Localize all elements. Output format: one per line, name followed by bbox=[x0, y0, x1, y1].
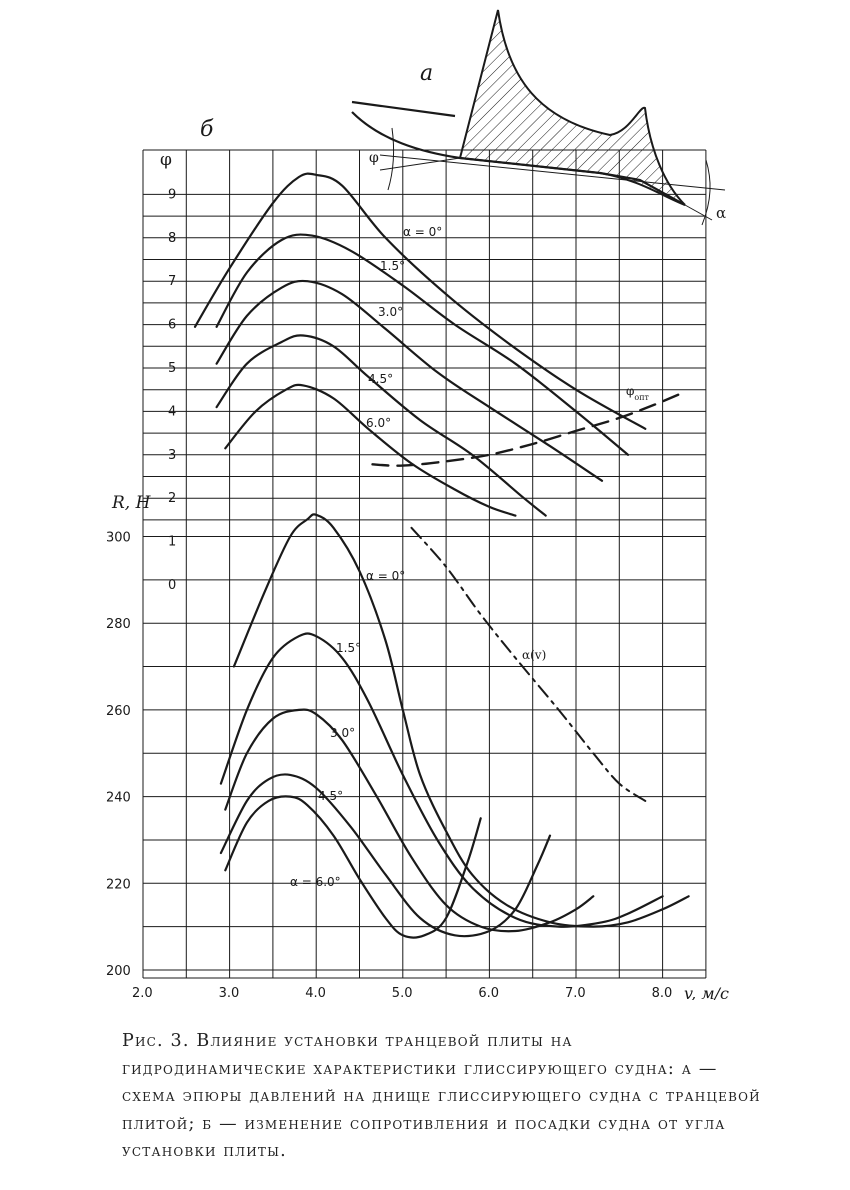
plate-angle-line bbox=[684, 204, 713, 221]
trim-series-label: 4.5° bbox=[368, 372, 393, 386]
r-tick-label: 280 bbox=[106, 617, 131, 632]
figure-caption: Рис. 3. Влияние установки транцевой плит… bbox=[122, 1031, 761, 1161]
r-tick-label: 240 bbox=[106, 791, 131, 806]
figure: 0 1 2 3 4 5 6 7 8 9 200 220 240 260 280 300 2.0 3.0 4.0 5.0… bbox=[106, 9, 729, 1000]
v-tick-label: 7.0 bbox=[565, 986, 586, 1000]
phi-tick-label: 2 bbox=[168, 491, 176, 506]
phi-tick-label: 0 bbox=[168, 578, 176, 593]
resistance-series-0 bbox=[232, 513, 690, 928]
phi-tick-label: 4 bbox=[168, 404, 176, 419]
resistance-series-5 bbox=[410, 526, 647, 802]
phi-tick-label: 8 bbox=[168, 231, 176, 246]
trim-angle-arc bbox=[387, 127, 395, 191]
plate-line bbox=[351, 100, 456, 118]
chart-curves bbox=[193, 172, 690, 939]
resistance-series-2 bbox=[224, 708, 595, 933]
trim-series-label: α = 0° bbox=[403, 225, 442, 239]
phi-opt-symbol: φ bbox=[626, 384, 634, 398]
r-tick-label: 200 bbox=[106, 964, 131, 979]
plate-angle-arc bbox=[701, 159, 711, 226]
trim-series-1 bbox=[215, 233, 630, 456]
trim-series-0 bbox=[193, 172, 647, 430]
phi-opt-label: φопт bbox=[626, 384, 650, 402]
phi-tick-label: 1 bbox=[168, 535, 176, 550]
trim-angle-line bbox=[379, 157, 461, 171]
trim-series-label: 3.0° bbox=[378, 305, 403, 319]
r-tick-label: 300 bbox=[106, 531, 131, 546]
v-tick-label: 4.0 bbox=[305, 986, 326, 1000]
trim-series-4 bbox=[224, 383, 517, 517]
resistance-series-label: 1.5° bbox=[336, 641, 361, 655]
phi-tick-label: 7 bbox=[168, 274, 176, 289]
trim-series-2 bbox=[215, 279, 604, 482]
trim-series-3 bbox=[215, 334, 547, 517]
resistance-series-1 bbox=[219, 632, 664, 928]
panel-b-label: б bbox=[200, 117, 214, 142]
r-axis-title: R, H bbox=[111, 493, 152, 513]
alpha-angle-symbol: α bbox=[716, 204, 726, 222]
chart-grid bbox=[142, 149, 707, 979]
alpha-v-label: α(v) bbox=[522, 648, 546, 662]
phi-tick-label: 6 bbox=[168, 318, 176, 333]
v-axis-title: v, м/с bbox=[684, 984, 729, 1000]
phi-opt-subscript: опт bbox=[634, 393, 649, 402]
resistance-series-label: 4.5° bbox=[318, 789, 343, 803]
tick-labels: 0 1 2 3 4 5 6 7 8 9 200 220 240 260 280 300 2.0 3.0 4.0 5.0… bbox=[106, 187, 672, 1000]
panel-a-label: а bbox=[420, 61, 433, 86]
pressure-diagram bbox=[458, 9, 686, 206]
v-tick-label: 5.0 bbox=[392, 986, 413, 1000]
resistance-series-label: α = 0° bbox=[366, 569, 405, 583]
trim-series-label: 1.5° bbox=[380, 259, 405, 273]
resistance-series-4 bbox=[224, 795, 482, 939]
r-tick-label: 260 bbox=[106, 704, 131, 719]
curve-labels: α = 0° 1.5° 3.0° 4.5° 6.0° α = 0° 1.5° 3.0° 4.5°… bbox=[290, 225, 442, 889]
r-tick-label: 220 bbox=[106, 877, 131, 892]
trim-reference-line bbox=[379, 154, 726, 191]
phi-tick-label: 5 bbox=[168, 361, 176, 376]
v-tick-label: 3.0 bbox=[219, 986, 240, 1000]
phi-tick-label: 3 bbox=[168, 448, 176, 463]
hull-schematic: φ α bbox=[351, 9, 726, 226]
phi-tick-label: 9 bbox=[168, 187, 176, 202]
v-tick-label: 6.0 bbox=[478, 986, 499, 1000]
trim-series-label: 6.0° bbox=[366, 416, 391, 430]
v-tick-label: 8.0 bbox=[652, 986, 673, 1000]
resistance-series-label: 3.0° bbox=[330, 726, 355, 740]
trim-series-5 bbox=[371, 392, 682, 467]
resistance-series-label: α = 6.0° bbox=[290, 875, 341, 889]
phi-axis-title: φ bbox=[160, 150, 172, 170]
phi-angle-symbol: φ bbox=[369, 150, 379, 166]
resistance-series-3 bbox=[219, 773, 552, 938]
v-tick-label: 2.0 bbox=[132, 986, 153, 1000]
